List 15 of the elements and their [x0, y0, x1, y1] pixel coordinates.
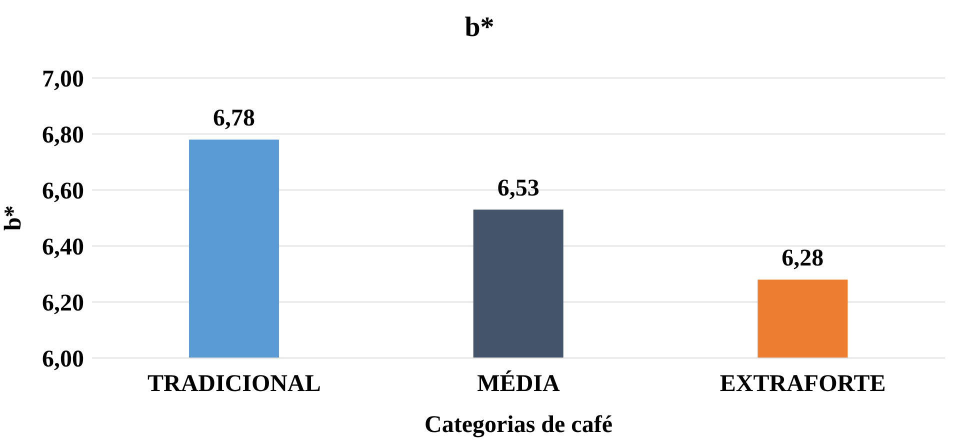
data-label: 6,28 [782, 246, 824, 272]
x-axis-title: Categorias de café [424, 412, 613, 438]
data-label: 6,78 [213, 106, 255, 132]
y-tick-label: 6,40 [42, 234, 84, 261]
x-tick-label: EXTRAFORTE [720, 371, 886, 398]
y-tick-label: 6,00 [42, 346, 84, 373]
data-label: 6,53 [497, 176, 540, 202]
x-tick-label: MÉDIA [477, 370, 560, 398]
y-axis-title: b* [0, 205, 27, 231]
y-tick-label: 6,60 [42, 178, 84, 205]
y-tick-label: 7,00 [42, 66, 84, 93]
x-tick-label: TRADICIONAL [147, 371, 321, 398]
chart-title: b* [464, 11, 496, 45]
y-tick-label: 6,80 [42, 122, 84, 149]
y-tick-label: 6,20 [42, 290, 84, 317]
